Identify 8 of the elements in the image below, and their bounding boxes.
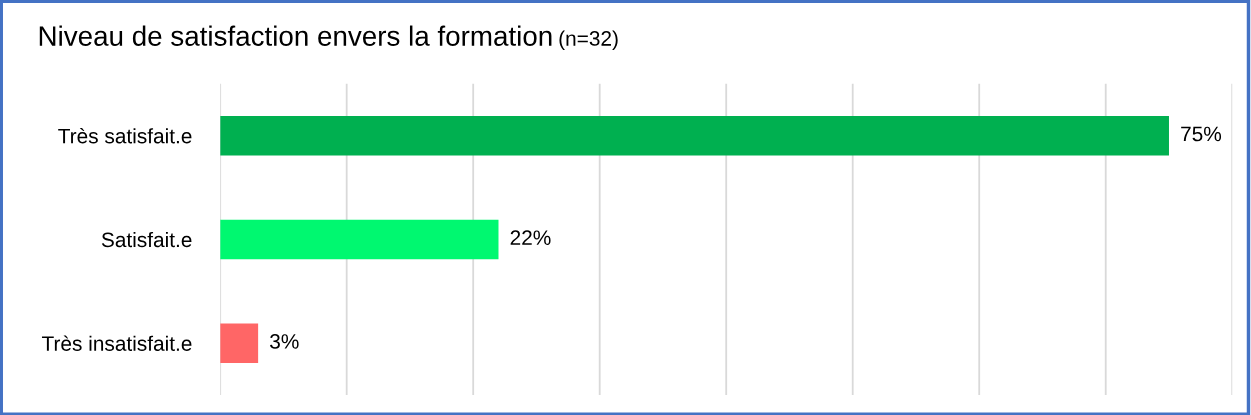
data-label: 22% bbox=[510, 230, 551, 245]
data-label: 3% bbox=[270, 334, 299, 349]
data-label: 75% bbox=[1181, 126, 1222, 142]
chart-subtitle: (n=32) bbox=[559, 30, 618, 50]
y-tick-label: Très satisfait.e bbox=[58, 127, 192, 144]
y-tick-label: Satisfait.e bbox=[101, 231, 192, 248]
chart-title: Niveau de satisfaction envers la formation bbox=[39, 25, 552, 46]
y-tick-label: Très insatisfait.e bbox=[41, 335, 192, 351]
